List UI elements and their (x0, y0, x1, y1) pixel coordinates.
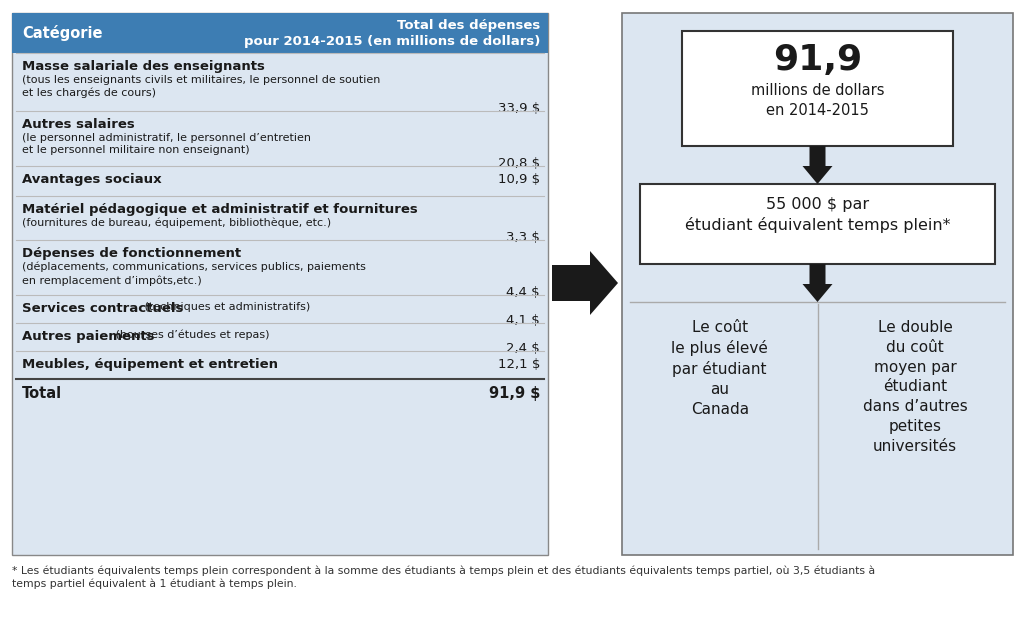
Bar (640, 184, 995, 264)
Text: Matériel pédagogique et administratif et fournitures: Matériel pédagogique et administratif et… (22, 203, 418, 216)
Text: 91,9 $: 91,9 $ (488, 386, 540, 401)
Text: Le double
du coût
moyen par
étudiant
dans d’autres
petites
universités: Le double du coût moyen par étudiant dan… (863, 320, 968, 454)
Text: Meubles, équipement et entretien: Meubles, équipement et entretien (22, 358, 278, 371)
Text: Services contractuels: Services contractuels (22, 302, 183, 315)
Text: Total des dépenses
pour 2014-2015 (en millions de dollars): Total des dépenses pour 2014-2015 (en mi… (244, 19, 540, 48)
Text: 20,8 $: 20,8 $ (498, 157, 540, 170)
Text: (le personnel administratif, le personnel d’entretien
et le personnel militaire : (le personnel administratif, le personne… (22, 133, 311, 155)
Text: (fournitures de bureau, équipement, bibliothèque, etc.): (fournitures de bureau, équipement, bibl… (22, 218, 331, 228)
Text: 2,4 $: 2,4 $ (506, 342, 540, 355)
Bar (682, 31, 953, 146)
Text: Masse salariale des enseignants: Masse salariale des enseignants (22, 60, 265, 73)
Text: Catégorie: Catégorie (22, 25, 102, 41)
Text: Dépenses de fonctionnement: Dépenses de fonctionnement (22, 247, 241, 260)
Text: 33,9 $: 33,9 $ (498, 102, 540, 115)
Text: Avantages sociaux: Avantages sociaux (22, 173, 162, 186)
Text: (déplacements, communications, services publics, paiements
en remplacement d’imp: (déplacements, communications, services … (22, 262, 366, 286)
Bar (12, 13, 548, 53)
Text: (tous les enseignants civils et militaires, le personnel de soutien
et les charg: (tous les enseignants civils et militair… (22, 75, 380, 98)
Text: millions de dollars
en 2014-2015: millions de dollars en 2014-2015 (751, 83, 885, 118)
Text: 4,1 $: 4,1 $ (506, 314, 540, 327)
Text: Autres paiements: Autres paiements (22, 330, 155, 343)
Polygon shape (803, 264, 833, 302)
Text: 10,9 $: 10,9 $ (498, 173, 540, 186)
Polygon shape (803, 146, 833, 184)
Text: * Les étudiants équivalents temps plein correspondent à la somme des étudiants à: * Les étudiants équivalents temps plein … (12, 565, 876, 589)
Text: (techniques et administratifs): (techniques et administratifs) (140, 302, 310, 312)
Text: 55 000 $ par
étudiant équivalent temps plein*: 55 000 $ par étudiant équivalent temps p… (685, 197, 950, 233)
Text: Le coût
le plus élevé
par étudiant
au
Canada: Le coût le plus élevé par étudiant au Ca… (672, 320, 768, 417)
Text: 3,3 $: 3,3 $ (506, 231, 540, 244)
Bar (622, 13, 1013, 555)
Text: 12,1 $: 12,1 $ (498, 358, 540, 371)
Bar (12, 13, 548, 555)
Polygon shape (552, 251, 618, 315)
Text: Autres salaires: Autres salaires (22, 118, 135, 131)
Text: 91,9: 91,9 (773, 43, 862, 77)
Text: 4,4 $: 4,4 $ (507, 286, 540, 299)
Text: Total: Total (22, 386, 62, 401)
Text: (bourses d’études et repas): (bourses d’études et repas) (113, 330, 270, 340)
